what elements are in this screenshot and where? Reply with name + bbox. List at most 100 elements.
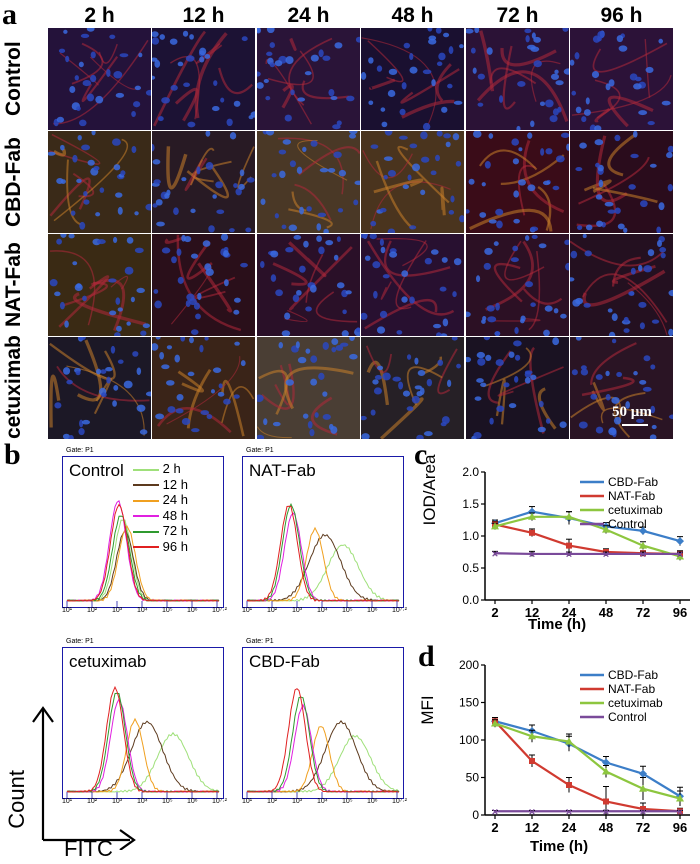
flow-title-cbd-fab: CBD-Fab	[249, 652, 320, 671]
y-tick-label: 200	[459, 658, 479, 672]
flow-tick-label: 10⁵	[342, 607, 353, 614]
data-point	[566, 542, 572, 549]
data-point: ×	[677, 806, 683, 818]
flow-tick-label: 10¹	[242, 607, 253, 614]
axis-arrows	[32, 706, 136, 850]
histogram-curve-24h	[246, 726, 400, 793]
legend-label-nat-fab: NAT-Fab	[608, 682, 655, 696]
time-header-2h: 2 h	[84, 4, 115, 27]
series-line-cbd-fab	[494, 720, 681, 798]
chart-mfi: 0 50 100 150 200 2 12 24 48 72 96 × × × × × × CBD-FabNAT-…	[459, 658, 690, 835]
data-point	[603, 798, 609, 805]
micrograph-cell	[48, 28, 151, 130]
micrograph-cell	[152, 234, 255, 336]
micrograph-cell	[466, 28, 569, 130]
histogram-curve-12h	[246, 720, 400, 793]
flow-tick-label: 10⁴	[137, 607, 148, 614]
data-point	[565, 512, 573, 520]
micrograph-cell	[570, 28, 673, 130]
legend-label: 72 h	[162, 523, 188, 538]
micrograph-cell	[48, 337, 151, 439]
flow-tick-label: 10³	[292, 798, 303, 805]
data-point	[602, 758, 610, 767]
y-tick-label: 2.0	[462, 465, 479, 479]
histogram-curve-96h	[66, 503, 219, 602]
gate-label-cetuximab: Gate: P1	[66, 638, 94, 645]
legend-label: 96 h	[162, 538, 188, 554]
legend-label-cbd-fab: CBD-Fab	[608, 668, 658, 682]
micrograph-cell	[152, 131, 255, 233]
row-label-cetuximab: cetuximab	[2, 335, 25, 439]
histogram-curve-96h	[246, 688, 399, 793]
data-point	[640, 806, 646, 812]
legend-label-control: Control	[608, 517, 647, 531]
flow-tick-label: 10⁵	[342, 798, 353, 805]
data-point: ×	[566, 806, 572, 818]
data-point: ×	[640, 806, 646, 818]
flow-tick-label: 10²	[267, 798, 278, 805]
data-point	[639, 541, 647, 549]
c-xlabel: Time (h)	[528, 616, 587, 633]
flow-tick-label: 10⁶	[187, 607, 198, 614]
data-point: ×	[492, 806, 498, 818]
micrograph-cell	[361, 28, 464, 130]
flow-tick-label: 10²	[87, 798, 98, 805]
micrograph-cell	[466, 234, 569, 336]
legend-label: 2 h	[162, 461, 181, 476]
flow-plot-cbd-fab	[246, 688, 400, 798]
histogram-curve-96h	[246, 505, 399, 602]
x-tick-label: 2	[491, 605, 498, 618]
data-point: ×	[603, 549, 609, 561]
flow-tick-label: 10²	[87, 607, 98, 614]
legend-swatch	[133, 468, 159, 471]
flow-tick-label: 10⁴	[317, 607, 328, 614]
legend-label: 24 h	[162, 492, 188, 507]
d-xlabel: Time (h)	[530, 838, 589, 855]
flow-panel-control: Control 2 h 12 h 24 h 48 h 72 h 96 h	[62, 456, 224, 608]
flow-tick-label: 10¹	[242, 798, 253, 805]
flow-plot-control	[66, 499, 220, 607]
legend-item-2h: 2 h	[133, 461, 188, 477]
micrograph-cell	[152, 28, 255, 130]
histogram-curve-96h	[66, 685, 219, 793]
micrograph-cell	[570, 234, 673, 336]
legend-label-cetuximab: cetuximab	[608, 696, 663, 710]
legend-label-nat-fab: NAT-Fab	[608, 489, 655, 503]
flow-panel-cetuximab: cetuximab	[62, 647, 224, 799]
fitc-axis-label: FITC	[64, 836, 113, 861]
y-tick-label: 150	[459, 696, 479, 710]
gate-label-control: Gate: P1	[66, 447, 94, 454]
flow-tick-label: 10⁶	[367, 798, 378, 805]
flow-tick-label: 10³	[292, 607, 303, 614]
time-header-48h: 48 h	[391, 4, 434, 27]
flow-tick-label: 10³	[112, 798, 123, 805]
legend-label: 48 h	[162, 507, 188, 523]
flow-tick-label: 10¹	[62, 798, 73, 805]
legend-label: 12 h	[162, 476, 188, 492]
micrograph-cell	[361, 337, 464, 439]
x-tick-label: 24	[562, 605, 577, 618]
micrograph-cell	[257, 337, 360, 439]
flow-title-cetuximab: cetuximab	[69, 652, 147, 671]
y-tick-label: 50	[466, 771, 480, 785]
flow-tick-label: 10¹	[62, 607, 73, 614]
micrograph-cell	[570, 337, 673, 439]
x-tick-label: 12	[525, 605, 539, 618]
series-line-cetuximab	[494, 722, 681, 800]
flow-panel-nat-fab: NAT-Fab	[242, 456, 404, 608]
flow-title-control: Control	[69, 461, 124, 480]
flow-plot-cetuximab	[66, 685, 220, 798]
x-tick-label: 48	[599, 605, 613, 618]
data-point: ×	[677, 549, 683, 561]
y-tick-label: 0.0	[462, 593, 479, 607]
flow-tick-label: 10²	[267, 607, 278, 614]
gate-label-nat-fab: Gate: P1	[246, 447, 274, 454]
data-point	[528, 732, 536, 740]
d-ylabel: MFI	[418, 695, 437, 725]
flow-tick-label: 10⁷·²	[392, 798, 407, 805]
micrograph-cell	[466, 131, 569, 233]
micrograph-cell	[257, 234, 360, 336]
legend-item-12h: 12 h	[133, 477, 188, 493]
x-tick-label: 24	[562, 820, 577, 835]
y-tick-label: 1.0	[462, 529, 479, 543]
